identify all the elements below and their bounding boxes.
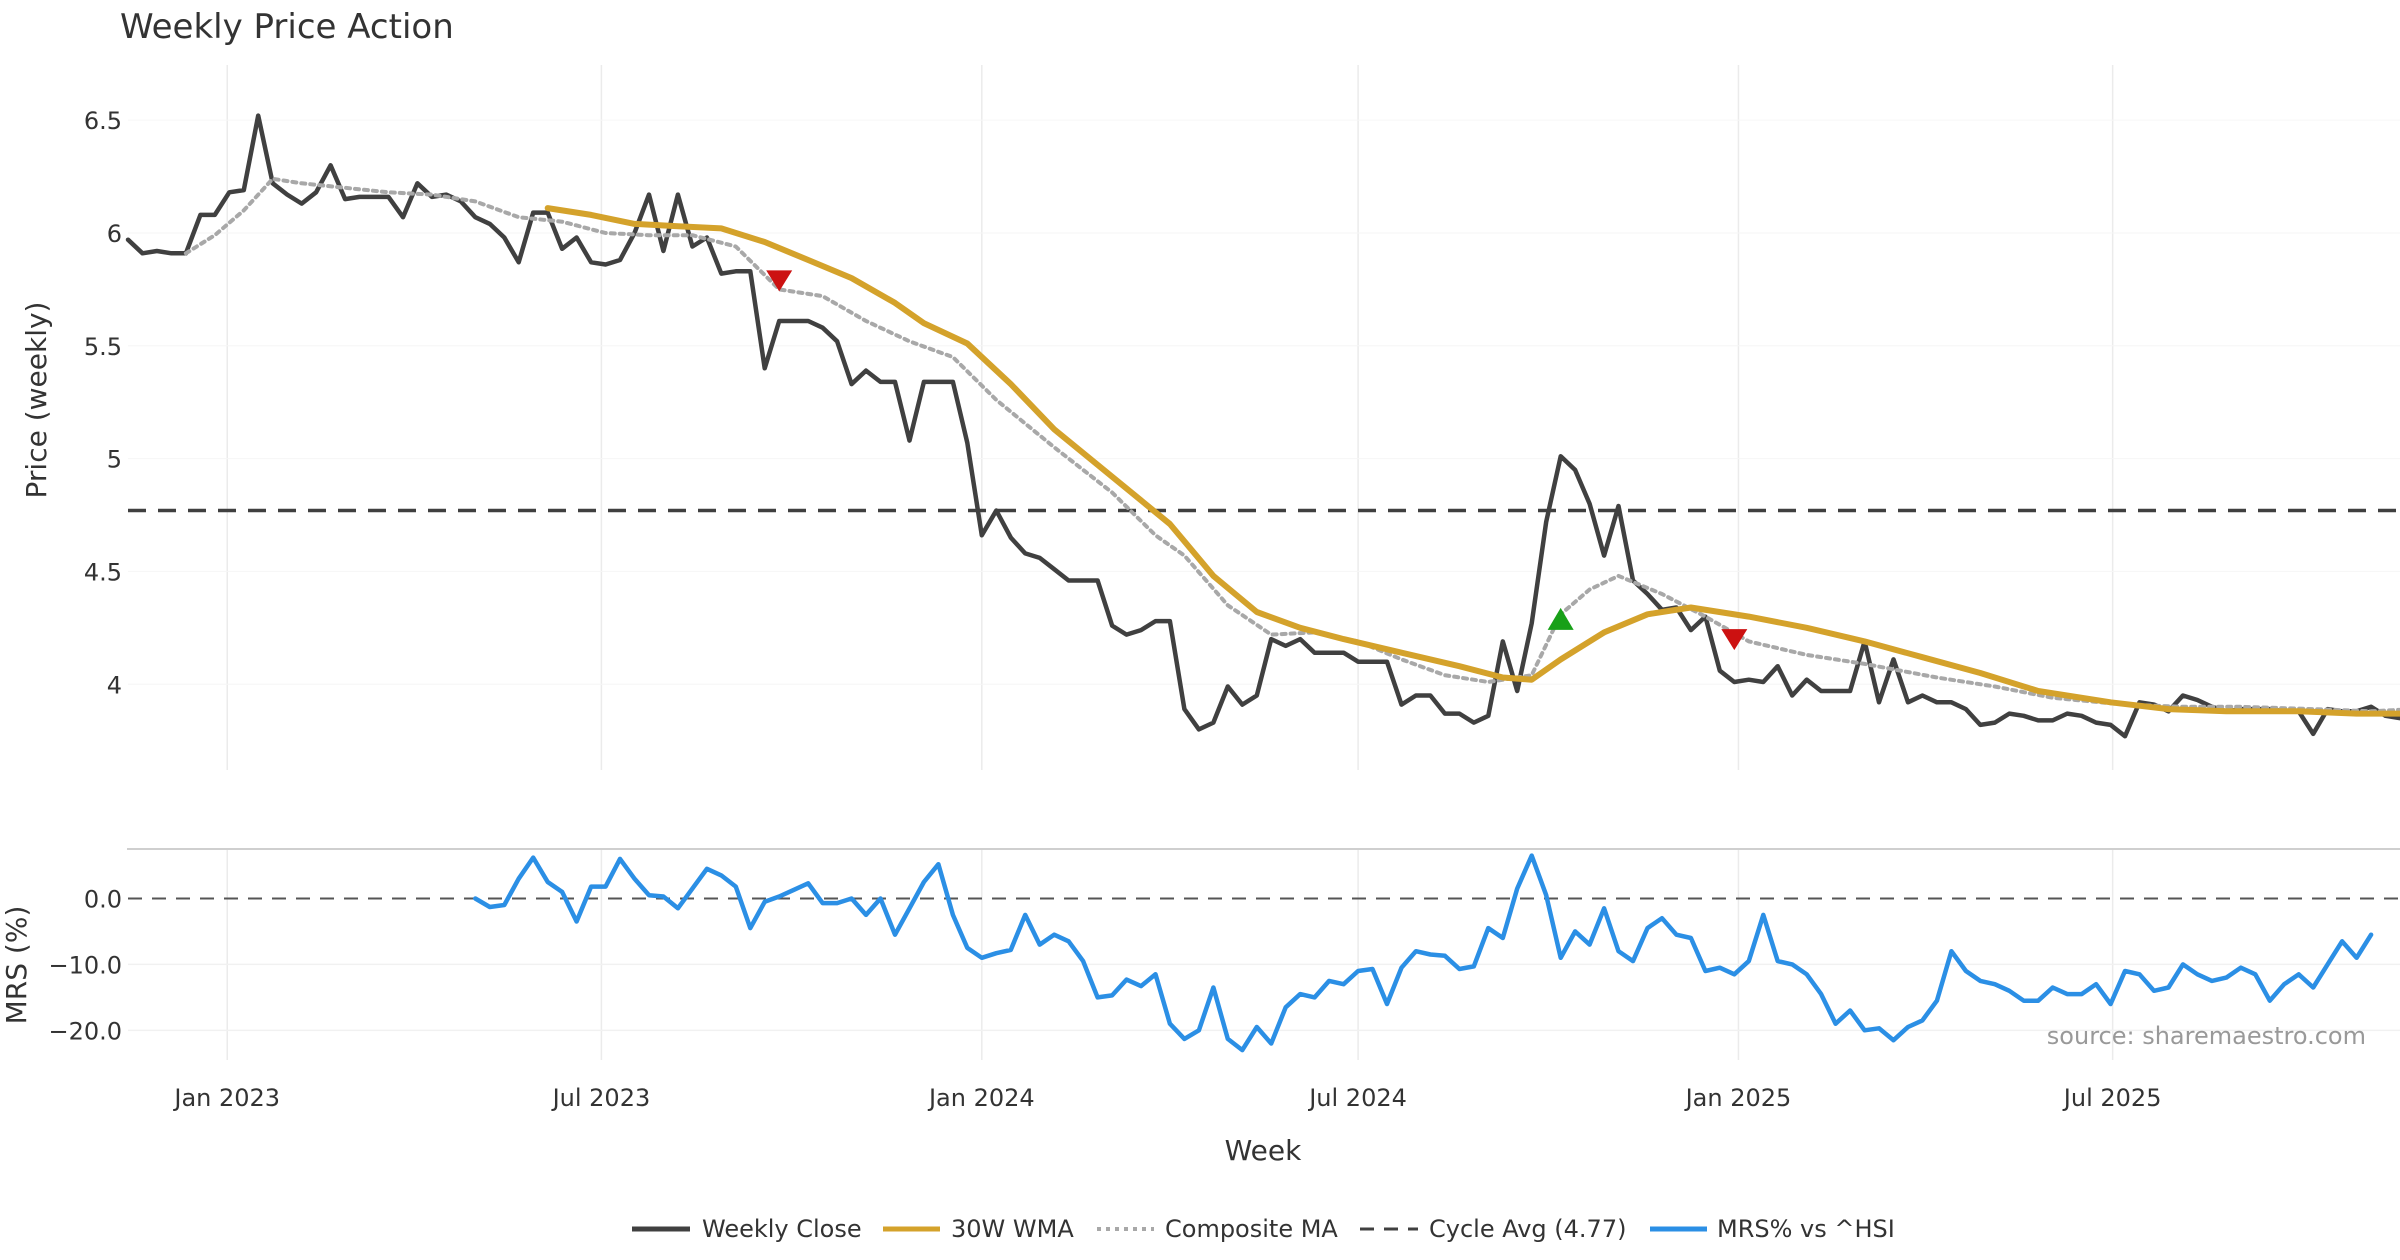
price-lines — [125, 113, 2400, 739]
mrs-y-axis: 0.0 −10.0 −20.0 — [48, 885, 122, 1045]
x-axis: Jan 2023 Jul 2023 Jan 2024 Jul 2024 Jan 2025… — [172, 1084, 2161, 1112]
mrs-y-tick-label: 0.0 — [84, 885, 122, 913]
buy-signal-marker — [1547, 607, 1574, 630]
price-y-axis: 4 4.5 5 5.5 6 6.5 — [84, 107, 122, 699]
price-y-tick-label: 4 — [107, 671, 122, 699]
series-line-close — [125, 113, 2400, 739]
legend-label-mrs: MRS% vs ^HSI — [1717, 1215, 1895, 1243]
mrs-grid — [128, 849, 2400, 1060]
price-y-tick-label: 6 — [107, 220, 122, 248]
signal-markers — [766, 270, 1748, 651]
x-tick-label: Jul 2025 — [2062, 1084, 2162, 1112]
legend-label-cycle: Cycle Avg (4.77) — [1429, 1215, 1626, 1243]
legend-item-mrs: MRS% vs ^HSI — [1650, 1215, 1895, 1243]
legend-label-wma: 30W WMA — [951, 1215, 1074, 1243]
legend-item-cycle: Cycle Avg (4.77) — [1360, 1215, 1626, 1243]
mrs-y-axis-title: MRS (%) — [0, 906, 33, 1025]
legend: Weekly Close 30W WMA Composite MA Cycle … — [632, 1215, 1895, 1243]
series-line-wma — [544, 205, 2400, 717]
legend-label-composite: Composite MA — [1165, 1215, 1338, 1243]
x-tick-label: Jul 2023 — [551, 1084, 651, 1112]
chart-title: Weekly Price Action — [120, 7, 454, 47]
price-grid — [128, 65, 2400, 770]
x-tick-label: Jan 2025 — [1684, 1084, 1792, 1112]
legend-label-close: Weekly Close — [702, 1215, 862, 1243]
x-tick-label: Jan 2024 — [927, 1084, 1035, 1112]
legend-item-close: Weekly Close — [632, 1215, 862, 1243]
mrs-y-tick-label: −10.0 — [48, 951, 122, 979]
price-y-tick-label: 6.5 — [84, 107, 122, 135]
price-y-tick-label: 5 — [107, 446, 122, 474]
series-line-mrs — [473, 853, 2374, 1053]
legend-item-wma: 30W WMA — [883, 1215, 1074, 1243]
price-y-tick-label: 4.5 — [84, 558, 122, 586]
legend-item-composite: Composite MA — [1097, 1215, 1338, 1243]
price-y-tick-label: 5.5 — [84, 333, 122, 361]
x-tick-label: Jul 2024 — [1307, 1084, 1407, 1112]
sell-signal-marker — [766, 270, 793, 292]
sell-signal-marker — [1721, 629, 1748, 651]
series-line-composite — [183, 176, 2400, 714]
price-y-axis-title: Price (weekly) — [20, 302, 53, 499]
mrs-lines — [128, 853, 2400, 1053]
x-tick-label: Jan 2023 — [172, 1084, 280, 1112]
source-credit: source: sharemaestro.com — [2047, 1022, 2366, 1050]
x-axis-title: Week — [1225, 1134, 1302, 1167]
mrs-y-tick-label: −20.0 — [48, 1017, 122, 1045]
